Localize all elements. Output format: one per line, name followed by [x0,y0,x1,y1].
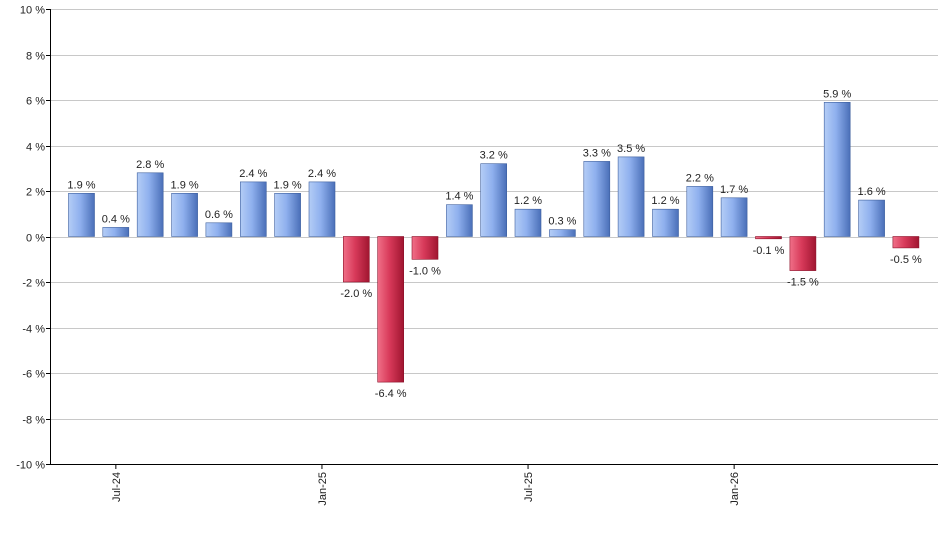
data-label: 3.3 % [583,147,611,159]
x-tick-label: Jan-25 [317,472,329,506]
data-label: 2.4 % [239,168,267,180]
bar-dec-24 [274,193,301,237]
data-label: 1.9 % [274,179,302,191]
x-tick-label: Jan-26 [729,472,741,506]
y-tick-label: 8 % [26,51,45,63]
y-tick-label: 2 % [26,187,45,199]
bar-aug-24 [136,172,164,237]
data-label: -0.5 % [890,254,922,266]
data-label: -1.0 % [409,265,441,277]
data-label: 1.9 % [67,179,95,191]
bar-sep-24 [171,193,198,237]
axes [50,9,938,465]
x-tick-label: Jul-25 [523,472,535,502]
bar-mar-26 [789,236,817,271]
bar-jan-26 [720,197,748,237]
data-label: 0.4 % [102,213,130,225]
bar-mar-25 [377,236,405,383]
y-tick-label: -2 % [22,278,45,290]
data-label: 3.2 % [480,150,508,162]
data-label: 2.4 % [308,168,336,180]
bar-dec-25 [686,186,714,237]
bar-jun-26 [892,236,920,249]
y-tick-label: -8 % [22,415,45,427]
y-tick-label: 4 % [26,142,45,154]
data-label: 1.9 % [171,179,199,191]
bar-jun-25 [480,163,508,237]
bar-nov-25 [652,208,679,237]
bar-may-26 [858,199,885,237]
data-labels: 1.9 % 0.4 % 2.8 % 1.9 % 0.6 % 2.4 % 1.9 % 2.4 %… [67,88,922,400]
bar-may-25 [446,204,473,237]
data-label: 1.7 % [720,184,748,196]
bar-jan-25 [308,181,336,237]
bar-apr-25 [411,236,439,260]
bar-nov-24 [240,181,267,237]
bar-jun-24 [68,193,95,237]
y-tick-label: 0 % [26,233,45,245]
y-tick-label: -4 % [22,324,45,336]
y-tick-label: 10 % [20,5,45,17]
data-label: -6.4 % [375,388,407,400]
bars [68,102,920,383]
x-tick-label: Jul-24 [111,472,123,502]
y-tick-label: 6 % [26,96,45,108]
data-label: -1.5 % [787,277,819,289]
x-axis-tick-labels: Jul-24 Jan-25 Jul-25 Jan-26 [111,464,741,506]
data-label: 2.2 % [686,172,714,184]
bar-oct-24 [205,222,233,237]
bar-oct-25 [617,156,645,237]
bar-apr-26 [823,102,851,237]
data-label: 1.6 % [858,186,886,198]
data-label: 1.4 % [445,191,473,203]
data-label: 2.8 % [136,159,164,171]
bar-jul-25 [514,208,542,237]
data-label: -0.1 % [753,245,785,257]
data-label: 0.3 % [548,216,576,228]
data-label: 1.2 % [651,195,679,207]
data-label: 0.6 % [205,209,233,221]
data-label: 5.9 % [823,88,851,100]
bar-sep-25 [583,161,611,237]
bar-jul-24 [102,227,130,237]
y-tick-label: -6 % [22,369,45,381]
bar-feb-25 [342,236,370,283]
data-label: 3.5 % [617,143,645,155]
data-label: 1.2 % [514,195,542,207]
bar-aug-25 [549,229,576,237]
data-label: -2.0 % [340,288,372,300]
bar-feb-26 [755,236,782,240]
y-tick-label: -10 % [16,460,45,472]
y-axis-tick-labels: 10 % 8 % 6 % 4 % 2 % 0 % -2 % -4 % -6 % -8 % -10 % [16,5,45,472]
